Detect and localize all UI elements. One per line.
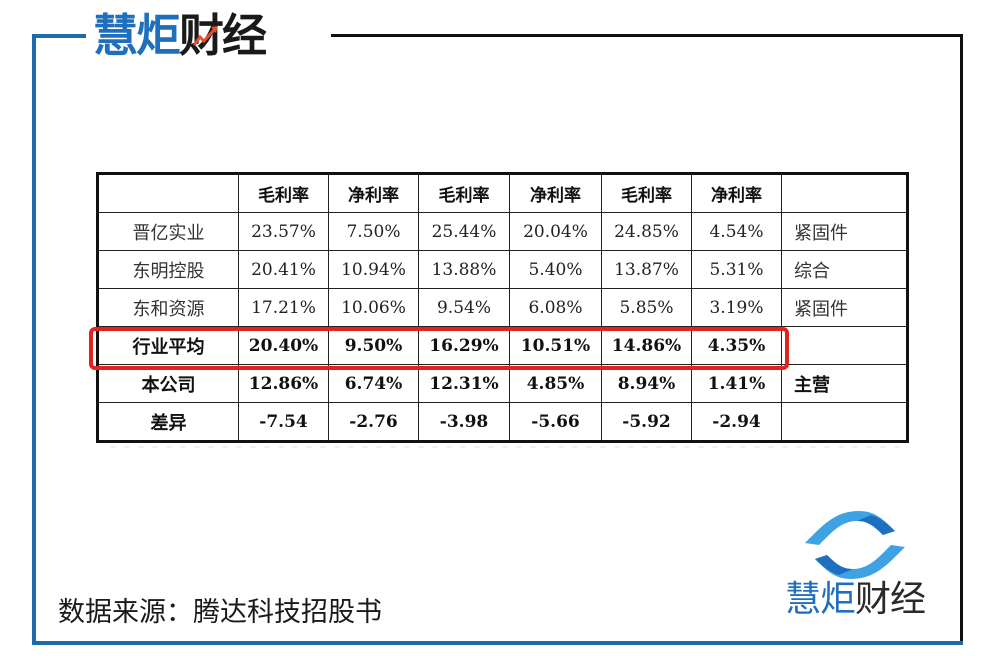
frame-left-border: [32, 34, 36, 645]
value-cell: 10.94%: [328, 250, 419, 289]
value-cell: 3.19%: [691, 288, 782, 327]
company-row: 本公司 12.86% 6.74% 12.31% 4.85% 8.94% 1.41…: [97, 364, 908, 403]
data-source-caption: 数据来源：腾达科技招股书: [58, 597, 382, 628]
rising-arrow-icon: [193, 25, 219, 46]
table-row: 晋亿实业 23.57% 7.50% 25.44% 20.04% 24.85% 4…: [97, 212, 908, 251]
business-type: 紧固件: [781, 288, 908, 327]
value-cell: 4.85%: [509, 364, 602, 403]
value-cell: 4.35%: [691, 326, 782, 365]
value-cell: -2.76: [328, 402, 419, 442]
value-cell: 25.44%: [418, 212, 510, 251]
value-cell: 13.87%: [601, 250, 692, 289]
value-cell: 10.06%: [328, 288, 419, 327]
row-label: 差异: [97, 402, 239, 442]
header-cell-gross-margin: 毛利率: [601, 173, 692, 213]
frame-top-right-border: [331, 34, 963, 37]
frame-top-left-border: [32, 34, 86, 38]
value-cell: 5.85%: [601, 288, 692, 327]
value-cell: -7.54: [238, 402, 329, 442]
frame-right-border: [960, 34, 963, 642]
value-cell: 12.86%: [238, 364, 329, 403]
brand-logo-bottom: 慧炬财经: [760, 505, 950, 625]
header-cell-gross-margin: 毛利率: [238, 173, 329, 213]
industry-average-row: 行业平均 20.40% 9.50% 16.29% 10.51% 14.86% 4…: [97, 326, 908, 365]
brand-wordmark-part1: 慧炬: [784, 579, 856, 620]
value-cell: 17.21%: [238, 288, 329, 327]
value-cell: 7.50%: [328, 212, 419, 251]
value-cell: -5.92: [601, 402, 692, 442]
company-name: 东明控股: [97, 250, 239, 289]
value-cell: 13.88%: [418, 250, 510, 289]
margin-comparison-table: 毛利率 净利率 毛利率 净利率 毛利率 净利率 晋亿实业 23.57% 7.50…: [96, 172, 909, 443]
header-cell-net-margin: 净利率: [691, 173, 782, 213]
value-cell: 8.94%: [601, 364, 692, 403]
difference-row: 差异 -7.54 -2.76 -3.98 -5.66 -5.92 -2.94: [97, 402, 908, 442]
value-cell: 6.74%: [328, 364, 419, 403]
business-type: 紧固件: [781, 212, 908, 251]
table-row: 东和资源 17.21% 10.06% 9.54% 6.08% 5.85% 3.1…: [97, 288, 908, 327]
business-type: 综合: [781, 250, 908, 289]
header-cell-gross-margin: 毛利率: [418, 173, 510, 213]
value-cell: 5.31%: [691, 250, 782, 289]
header-cell-type: [781, 173, 908, 213]
table-header-row: 毛利率 净利率 毛利率 净利率 毛利率 净利率: [97, 173, 908, 213]
value-cell: -2.94: [691, 402, 782, 442]
header-cell-net-margin: 净利率: [328, 173, 419, 213]
cropped-text-remnant: [110, 446, 900, 448]
header-cell-net-margin: 净利率: [509, 173, 602, 213]
row-label: 本公司: [97, 364, 239, 403]
business-type: [781, 326, 908, 365]
value-cell: 23.57%: [238, 212, 329, 251]
row-label: 行业平均: [97, 326, 239, 365]
brand-wordmark: 慧炬财经: [760, 582, 950, 618]
company-name: 晋亿实业: [97, 212, 239, 251]
value-cell: -3.98: [418, 402, 510, 442]
value-cell: 20.41%: [238, 250, 329, 289]
value-cell: 16.29%: [418, 326, 510, 365]
brand-name-part2: 财经: [179, 13, 267, 58]
value-cell: 5.40%: [509, 250, 602, 289]
value-cell: 12.31%: [418, 364, 510, 403]
business-type: 主营: [781, 364, 908, 403]
value-cell: 4.54%: [691, 212, 782, 251]
header-cell-blank: [97, 173, 239, 213]
brand-name-part2-text: 财经: [179, 8, 267, 62]
value-cell: 20.40%: [238, 326, 329, 365]
value-cell: 24.85%: [601, 212, 692, 251]
brand-wordmark-part2: 财经: [855, 579, 926, 620]
value-cell: 14.86%: [601, 326, 692, 365]
brand-name-part1: 慧炬: [93, 8, 181, 62]
value-cell: 20.04%: [509, 212, 602, 251]
brand-logo-top: 慧炬 财经: [93, 8, 267, 62]
value-cell: -5.66: [509, 402, 602, 442]
company-name: 东和资源: [97, 288, 239, 327]
value-cell: 9.54%: [418, 288, 510, 327]
table-row: 东明控股 20.41% 10.94% 13.88% 5.40% 13.87% 5…: [97, 250, 908, 289]
frame-bottom-border: [32, 641, 963, 645]
value-cell: 1.41%: [691, 364, 782, 403]
value-cell: 6.08%: [509, 288, 602, 327]
value-cell: 10.51%: [509, 326, 602, 365]
business-type: [781, 402, 908, 442]
value-cell: 9.50%: [328, 326, 419, 365]
brand-wave-icon: [805, 511, 905, 579]
